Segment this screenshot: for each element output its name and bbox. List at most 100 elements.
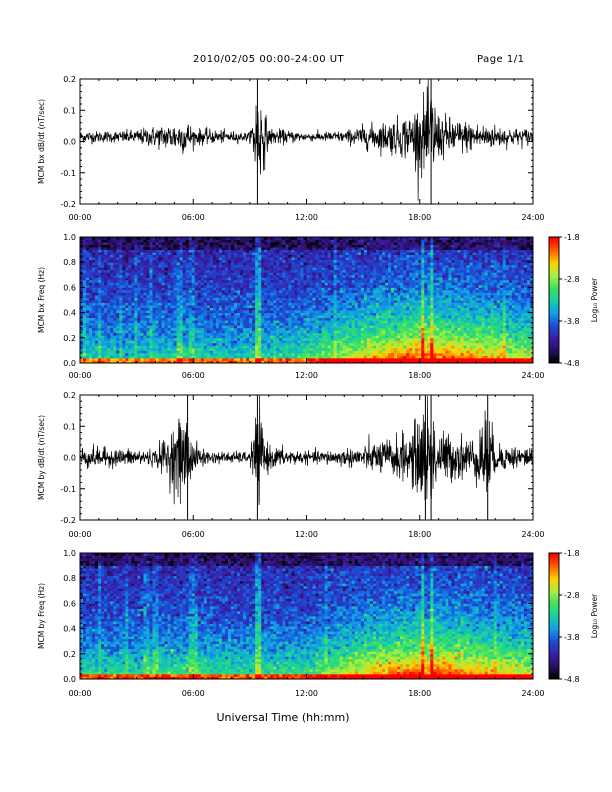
spectrogram-cell <box>224 345 229 349</box>
spectrogram-cell <box>221 300 226 303</box>
spectrogram-cell <box>176 264 181 268</box>
spectrogram-cell <box>224 269 229 273</box>
spectrogram-cell <box>309 307 313 311</box>
spectrogram-cell <box>182 247 187 250</box>
spectrogram-cell <box>191 269 196 273</box>
spectrogram-cell <box>134 247 138 250</box>
spectrogram-cell <box>297 342 301 346</box>
spectrogram-cell <box>89 332 93 336</box>
spectrogram-cell <box>89 325 93 329</box>
spectrogram-cell <box>276 252 280 256</box>
spectrogram-cell <box>354 249 359 253</box>
spectrogram-cell <box>237 249 241 253</box>
spectrogram-cell <box>206 315 211 319</box>
spectrogram-cell <box>128 302 132 306</box>
spectrogram-cell <box>161 244 165 248</box>
spectrogram-cell <box>110 315 114 319</box>
spectrogram-cell <box>95 264 99 268</box>
spectrogram-cell <box>309 252 313 256</box>
spectrogram-cell <box>306 272 310 276</box>
spectrogram-cell <box>339 274 344 278</box>
spectrogram-cell <box>312 307 316 311</box>
spectrogram-cell <box>291 237 295 240</box>
spectrogram-cell <box>267 350 271 354</box>
spectrogram-cell <box>158 340 162 344</box>
spectrogram-cell <box>98 312 102 316</box>
spectrogram-cell <box>339 302 344 306</box>
spectrogram-cell <box>170 342 175 346</box>
spectrogram-cell <box>185 259 190 263</box>
spectrogram-cell <box>227 327 232 331</box>
spectrogram-cell <box>95 300 99 303</box>
spectrogram-cell <box>203 279 208 283</box>
spectrogram-cell <box>98 337 102 341</box>
spectrogram-cell <box>327 287 332 291</box>
spectrogram-cell <box>342 322 347 326</box>
spectrogram-cell <box>110 272 114 276</box>
spectrogram-cell <box>224 244 229 248</box>
spectrogram-cell <box>312 357 316 361</box>
spectrogram-cell <box>83 247 87 250</box>
spectrogram-cell <box>261 357 265 361</box>
spectrogram-cell <box>330 305 335 308</box>
spectrogram-cell <box>170 282 175 286</box>
spectrogram-cell <box>321 332 326 336</box>
spectrogram-cell <box>173 282 178 286</box>
spectrogram-cell <box>342 300 347 303</box>
spectrogram-cell <box>155 337 159 341</box>
spectrogram-cell <box>291 242 295 245</box>
spectrogram-cell <box>104 279 108 283</box>
spectrogram-cell <box>285 257 289 261</box>
spectrogram-cell <box>176 259 181 263</box>
spectrogram-cell <box>231 297 235 301</box>
spectrogram-cell <box>131 310 135 313</box>
spectrogram-cell <box>375 350 380 354</box>
spectrogram-cell <box>200 300 205 303</box>
spectrogram-cell <box>351 237 356 240</box>
spectrogram-cell <box>104 242 108 245</box>
spectrogram-cell <box>152 244 156 248</box>
spectrogram-cell <box>197 332 202 336</box>
spectrogram-cell <box>206 350 211 354</box>
spectrogram-cell <box>342 302 347 306</box>
spectrogram-cell <box>348 345 353 349</box>
spectrogram-cell <box>155 352 159 356</box>
spectrogram-cell <box>294 305 298 308</box>
spectrogram-cell <box>188 297 193 301</box>
spectrogram-cell <box>227 355 232 359</box>
spectrogram-cell <box>86 259 90 263</box>
spectrogram-cell <box>209 357 214 361</box>
spectrogram-cell <box>143 307 147 311</box>
spectrogram-cell <box>113 254 117 258</box>
spectrogram-cell <box>348 360 353 364</box>
spectrogram-cell <box>86 357 90 361</box>
spectrogram-cell <box>83 274 87 278</box>
spectrogram-cell <box>176 330 181 334</box>
spectrogram-cell <box>119 267 123 271</box>
spectrogram-cell <box>363 322 368 326</box>
spectrogram-cell <box>227 239 232 243</box>
spectrogram-cell <box>330 302 335 306</box>
spectrogram-cell <box>221 302 226 306</box>
spectrogram-cell <box>312 267 316 271</box>
spectrogram-cell <box>306 242 310 245</box>
spectrogram-cell <box>267 297 271 301</box>
spectrogram-cell <box>95 315 99 319</box>
spectrogram-cell <box>279 337 283 341</box>
spectrogram-cell <box>300 254 304 258</box>
spectrogram-cell <box>363 292 368 296</box>
spectrogram-cell <box>339 310 344 313</box>
spectrogram-cell <box>80 274 84 278</box>
spectrogram-cell <box>366 350 371 354</box>
spectrogram-cell <box>182 279 187 283</box>
spectrogram-cell <box>122 352 126 356</box>
spectrogram-cell <box>122 330 126 334</box>
spectrogram-cell <box>95 294 99 298</box>
spectrogram-cell <box>366 294 371 298</box>
spectrogram-cell <box>215 267 220 271</box>
spectrogram-cell <box>315 347 319 351</box>
spectrogram-cell <box>104 237 108 240</box>
spectrogram-cell <box>360 269 365 273</box>
spectrogram-cell <box>336 247 341 250</box>
spectrogram-cell <box>234 347 238 351</box>
